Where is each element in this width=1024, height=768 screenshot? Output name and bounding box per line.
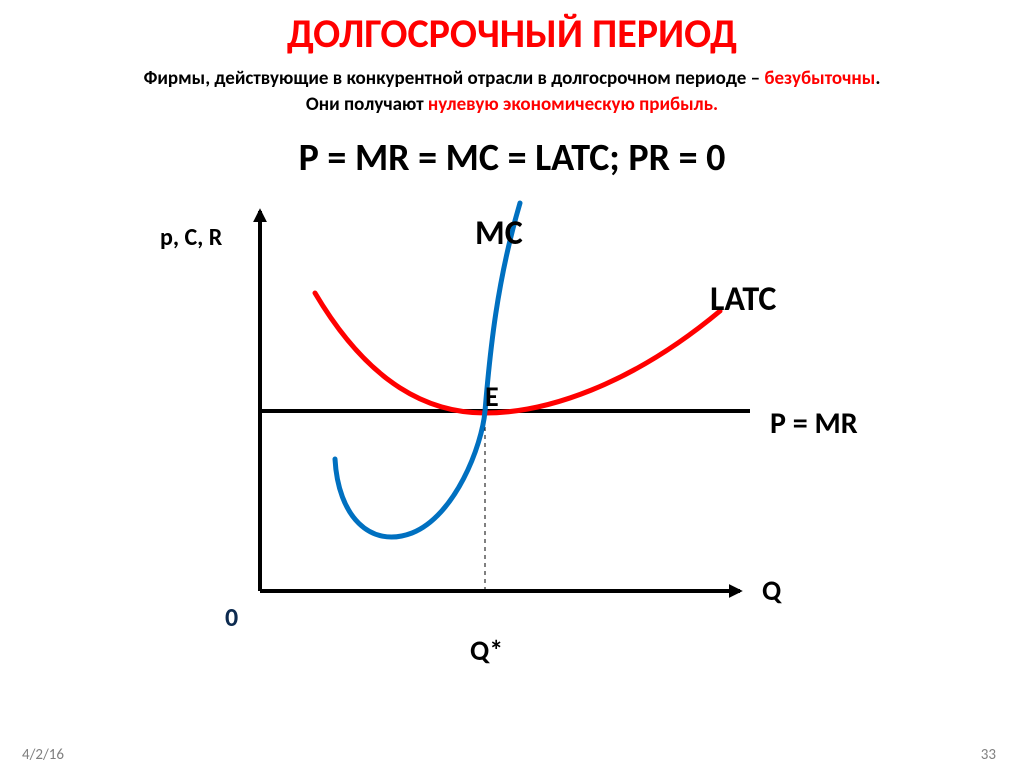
economics-chart: p, C, R MC LATC E P = MR Q 0 Q*	[0, 181, 1024, 681]
footer-date: 4/2/16	[22, 746, 64, 764]
subtitle-part-1: Фирмы, действующие в конкурентной отрасл…	[144, 67, 765, 90]
equation-text: P = MR = MC = LATC; PR = 0	[0, 135, 1024, 181]
subtitle-part-1c: .	[875, 67, 880, 90]
label-pmr: P = MR	[770, 405, 858, 442]
slide-subtitle: Фирмы, действующие в конкурентной отрасл…	[0, 66, 1024, 117]
slide-title: ДОЛГОСРОЧНЫЙ ПЕРИОД	[0, 14, 1024, 54]
label-e: E	[485, 379, 499, 414]
label-zero: 0	[225, 601, 238, 633]
label-mc: MC	[475, 213, 523, 254]
label-y-axis: p, C, R	[160, 223, 222, 252]
subtitle-part-2: Они получают	[306, 93, 428, 116]
label-q: Q	[762, 573, 781, 608]
footer-page-number: 33	[981, 746, 996, 764]
subtitle-red-1: безубыточны	[764, 67, 875, 90]
chart-svg	[0, 181, 1024, 681]
label-qstar: Q*	[470, 633, 503, 668]
label-latc: LATC	[710, 279, 776, 320]
subtitle-red-2: нулевую экономическую прибыль.	[428, 93, 718, 116]
